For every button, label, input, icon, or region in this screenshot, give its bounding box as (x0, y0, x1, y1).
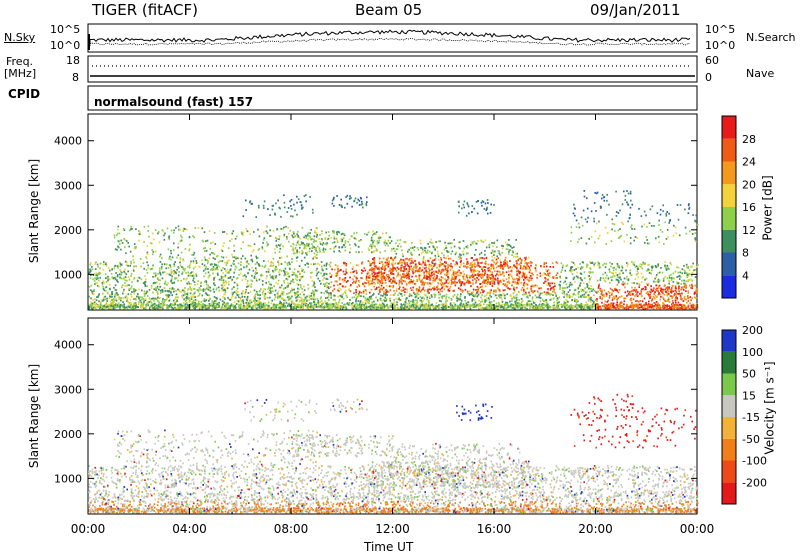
ytick-label: 1000 (54, 268, 82, 281)
freq-label-2: [MHz] (4, 67, 37, 80)
xtick-label: 08:00 (274, 522, 309, 536)
power-colorbar: 4 8 12 16 20 24 28 (721, 115, 756, 299)
colorbar-tick: -15 (742, 411, 760, 424)
nsearch-label: N.Search (746, 31, 796, 44)
colorbar-tick: 28 (742, 133, 756, 146)
colorbar-frame (721, 115, 737, 299)
nsky-label: N.Sky (4, 31, 36, 44)
colorbar-segment (722, 417, 736, 439)
xlabel: Time UT (364, 540, 414, 554)
colorbar-tick: 4 (742, 269, 749, 282)
nave-label: Nave (746, 67, 775, 80)
freq-label-1: Freq. (6, 55, 34, 68)
xtick-label: 04:00 (172, 522, 207, 536)
colorbar-tick: 8 (742, 247, 749, 260)
nsky-trace (88, 29, 691, 50)
ytick-label: 4000 (54, 339, 82, 352)
power-plot-frame (87, 113, 698, 311)
freq-ybot: 8 (72, 71, 79, 84)
nsearch-ytop: 10^5 (705, 23, 736, 36)
ytick-label: 4000 (54, 135, 82, 148)
power-ylabel: Slant Range [km] (27, 158, 42, 264)
ytick-label: 1000 (54, 472, 82, 485)
cpid-label: CPID (8, 87, 41, 101)
power-cbar-label: Power [dB] (760, 175, 775, 241)
colorbar-segment (722, 482, 736, 504)
nsky-ybot: 10^0 (50, 39, 81, 52)
colorbar-segment (722, 252, 736, 276)
colorbar-segment (722, 395, 736, 417)
colorbar-segment (722, 116, 736, 139)
colorbar-segment (722, 330, 736, 352)
colorbar-segment (722, 229, 736, 253)
colorbar-tick: -100 (742, 455, 767, 468)
power-heatmap (88, 190, 699, 310)
ytick-label: 3000 (54, 179, 82, 192)
nave-ybot: 0 (705, 71, 712, 84)
colorbar-segment (722, 138, 736, 162)
colorbar-tick: 50 (742, 368, 756, 381)
colorbar-tick: 100 (742, 346, 763, 359)
date-label: 09/Jan/2011 (590, 1, 681, 19)
colorbar-segment (722, 184, 736, 207)
nsky-ytop: 10^5 (50, 23, 81, 36)
velocity-colorbar: 200 100 50 15 -15 -50 -100 -200 (721, 324, 767, 505)
nsky-panel (87, 23, 698, 53)
freq-ytop: 18 (66, 54, 80, 67)
colorbar-tick: 15 (742, 389, 756, 402)
freq-panel (87, 55, 698, 83)
colorbar-segment (722, 207, 736, 230)
colorbar-segment (722, 460, 736, 483)
colorbar-segment (722, 438, 736, 461)
xtick-label: 20:00 (578, 522, 613, 536)
ytick-label: 2000 (54, 224, 82, 237)
nave-ytop: 60 (705, 54, 719, 67)
colorbar-segment (722, 161, 736, 185)
freq-trace (90, 65, 695, 77)
colorbar-tick: -50 (742, 433, 760, 446)
colorbar-tick: 16 (742, 201, 756, 214)
colorbar-frame (721, 329, 737, 505)
velocity-heatmap (88, 393, 699, 514)
colorbar-tick: 20 (742, 178, 756, 191)
nsearch-ybot: 10^0 (705, 39, 736, 52)
colorbar-tick: 200 (742, 324, 763, 337)
axes: 1000 2000 3000 4000 1000 2000 3000 4000 00:00 04:… (54, 114, 714, 536)
ytick-label: 3000 (54, 383, 82, 396)
xtick-label: 00:00 (680, 522, 715, 536)
nsky-line (89, 29, 691, 44)
colorbar-tick: -200 (742, 476, 767, 489)
cpid-value: normalsound (fast) 157 (94, 95, 254, 109)
xtick-label: 12:00 (375, 522, 410, 536)
velocity-cbar-label: Velocity [m s⁻¹] (762, 361, 777, 455)
xtick-label: 16:00 (477, 522, 512, 536)
velocity-ylabel: Slant Range [km] (27, 363, 42, 469)
cpid-panel (87, 85, 698, 111)
beam-label: Beam 05 (355, 1, 423, 19)
ytick-label: 2000 (54, 428, 82, 441)
colorbar-segment (722, 275, 736, 298)
colorbar-segment (722, 373, 736, 396)
xtick-label: 00:00 (71, 522, 106, 536)
colorbar-tick: 12 (742, 224, 756, 237)
colorbar-tick: 24 (742, 156, 756, 169)
station-title: TIGER (fitACF) (92, 1, 199, 19)
colorbar-segment (722, 351, 736, 374)
